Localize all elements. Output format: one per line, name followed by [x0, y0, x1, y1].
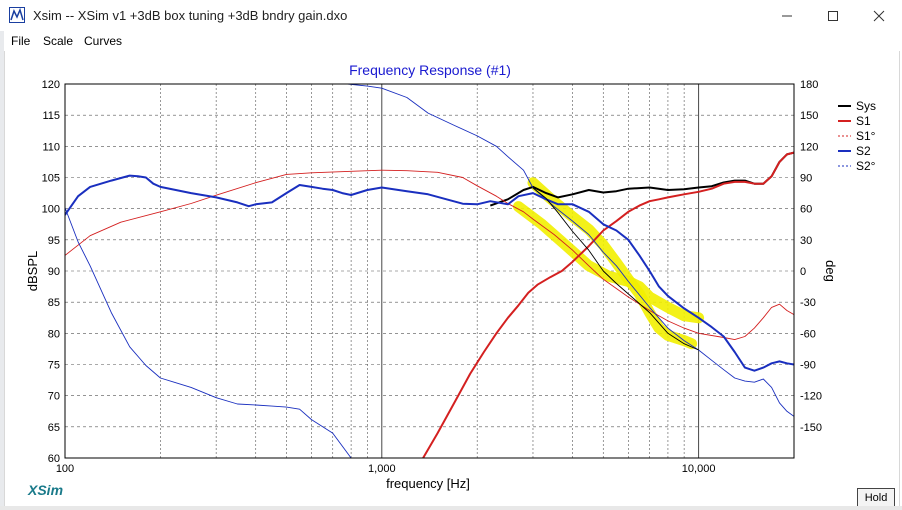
x-tick-label: 1,000: [368, 463, 396, 475]
y2-tick-label: 120: [800, 141, 818, 153]
menu-curves[interactable]: Curves: [84, 34, 123, 48]
y2-tick-label: -90: [800, 360, 816, 372]
y-tick-label: 85: [48, 297, 60, 309]
menu-file[interactable]: File: [11, 34, 31, 48]
highlight-stroke: [513, 201, 705, 324]
minimize-button[interactable]: [764, 0, 810, 31]
window-left-edge: [0, 31, 4, 510]
y2-tick-label: 90: [800, 173, 812, 185]
maximize-button[interactable]: [810, 0, 856, 31]
series-line: [347, 84, 794, 417]
menu-bar: File Scale Curves: [0, 31, 902, 51]
y2-tick-label: 30: [800, 235, 812, 247]
x-tick-label: 10,000: [682, 463, 716, 475]
y-tick-label: 90: [48, 266, 60, 278]
app-icon: [9, 7, 25, 23]
grid-lines: [65, 84, 794, 458]
highlight-marks: [513, 177, 705, 350]
highlight-stroke: [527, 177, 698, 350]
chart-title: Frequency Response (#1): [349, 62, 511, 78]
series-line: [532, 187, 699, 351]
series-line: [65, 169, 794, 341]
y2-tick-label: 180: [800, 79, 818, 91]
close-icon: [873, 10, 885, 21]
chart-area: Frequency Response (#1) 60 65 70 75 80 85 90 95…: [4, 51, 900, 506]
y2-tick-label: -120: [800, 391, 822, 403]
x-axis-label: frequency [Hz]: [386, 476, 470, 491]
hold-button[interactable]: Hold: [857, 488, 895, 507]
y-tick-label: 120: [42, 79, 60, 91]
y-tick-label: 60: [48, 453, 60, 465]
legend-label: S1°: [856, 129, 876, 143]
window-bottom-edge: [0, 506, 902, 510]
series-line: [65, 174, 794, 372]
close-button[interactable]: [856, 0, 902, 31]
y2-tick-label: 60: [800, 204, 812, 216]
y-tick-label: 75: [48, 360, 60, 372]
y2-tick-labels: -150 -120 -90 -60 -30 0 30 60 90 120 150 180: [800, 79, 822, 434]
y2-tick-label: -60: [800, 328, 816, 340]
maximize-icon: [828, 10, 838, 21]
series-line: [422, 151, 794, 458]
minimize-icon: [782, 15, 792, 16]
x-tick-label: 100: [56, 463, 74, 475]
frequency-response-chart: Frequency Response (#1) 60 65 70 75 80 85 90 95…: [25, 62, 876, 491]
legend-label: S1: [856, 114, 871, 128]
y2-tick-label: 0: [800, 266, 806, 278]
series-line: [65, 207, 352, 458]
title-bar: Xsim -- XSim v1 +3dB box tuning +3dB bnd…: [0, 0, 902, 31]
y-tick-label: 65: [48, 422, 60, 434]
x-tick-labels: 100 1,000 10,000: [56, 463, 716, 475]
y-axis-label: dBSPL: [25, 251, 40, 291]
y-tick-label: 115: [42, 110, 60, 122]
y-tick-label: 100: [42, 204, 60, 216]
legend-label: S2°: [856, 159, 876, 173]
y2-tick-label: -150: [800, 422, 822, 434]
y-tick-label: 110: [42, 141, 60, 153]
y-tick-label: 95: [48, 235, 60, 247]
xsim-logo: XSim: [28, 482, 64, 498]
y-tick-label: 105: [42, 173, 60, 185]
window-title: Xsim -- XSim v1 +3dB box tuning +3dB bnd…: [33, 8, 348, 23]
legend-label: Sys: [856, 99, 876, 113]
series-lines: [65, 84, 794, 458]
y2-tick-label: 150: [800, 110, 818, 122]
y-tick-label: 80: [48, 328, 60, 340]
plot-frame: [64, 83, 795, 459]
legend-label: S2: [856, 144, 871, 158]
menu-scale[interactable]: Scale: [43, 34, 74, 48]
y2-tick-label: -30: [800, 297, 816, 309]
y-tick-label: 70: [48, 391, 60, 403]
y-tick-labels: 60 65 70 75 80 85 90 95 100 105 110 115 120: [42, 79, 60, 465]
y2-axis-label: deg: [823, 260, 838, 282]
